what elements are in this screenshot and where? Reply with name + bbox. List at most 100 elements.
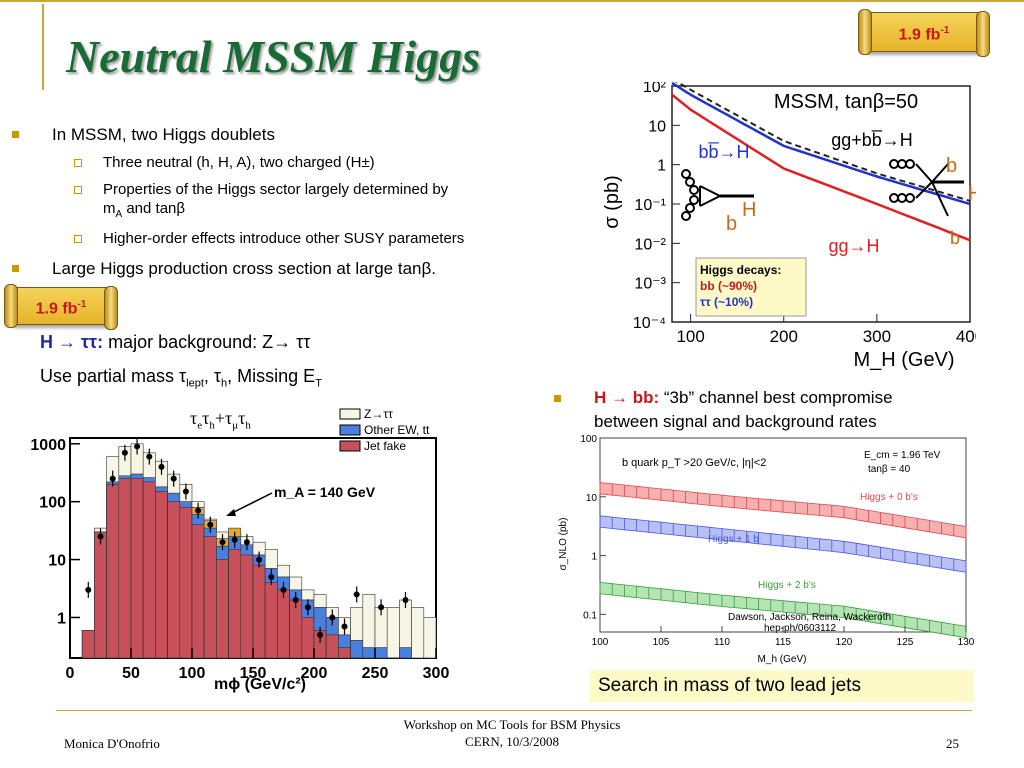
bar-jetfake <box>106 484 120 659</box>
x-tick-label: 0 <box>66 665 75 682</box>
label-bb-h: bb̅→H <box>698 142 749 162</box>
bullet-mssm-text: In MSSM, two Higgs doublets <box>52 125 275 144</box>
y-tick-label: 100 <box>580 434 597 445</box>
hbb-bold: H → bb: <box>594 388 660 407</box>
x-tick-label: 115 <box>775 637 791 648</box>
y-tick-label: 10⁻¹ <box>634 197 666 214</box>
y-tick-label: 1 <box>57 610 66 627</box>
nlo-y-label: σ_NLO (pb) <box>558 518 569 571</box>
tanb-label: tanβ = 40 <box>868 464 911 475</box>
title-rule <box>42 4 44 90</box>
sub-bullet-2: Properties of the Higgs sector largely d… <box>74 180 583 224</box>
y-tick-label: 10 <box>648 118 666 135</box>
x-tick-label: 200 <box>301 665 328 682</box>
data-point <box>158 463 165 470</box>
nlo-x-label: M_h (GeV) <box>758 654 807 665</box>
x-tick-label: 100 <box>676 327 704 346</box>
y-tick-label: 0.1 <box>583 610 597 621</box>
tautau-line-2: Use partial mass τlept, τh, Missing ET <box>40 366 322 390</box>
label-higgs-2b: Higgs + 2 b's <box>758 580 816 591</box>
x-tick-label: 400 <box>956 327 976 346</box>
label-gg-h: gg→H <box>828 236 879 256</box>
data-point <box>182 488 189 495</box>
bullet-hbb: H → bb: “3b” channel best compromise bet… <box>554 386 893 434</box>
data-point <box>292 597 299 604</box>
ecm-label: E_cm = 1.96 TeV <box>864 450 941 461</box>
tautau-line2-a: Use partial mass τ <box>40 366 187 386</box>
y-tick-label: 10⁻³ <box>634 276 666 293</box>
hist-x-label: mϕ (GeV/c²) <box>214 676 306 693</box>
decays-title: Higgs decays: <box>700 263 781 277</box>
data-point <box>219 539 226 546</box>
bar-jetfake <box>289 599 303 659</box>
data-point <box>329 614 336 621</box>
feynman-left-icon <box>681 169 754 221</box>
badge-left-text: 1.9 fb <box>35 300 78 318</box>
curve-0 <box>675 82 971 202</box>
annotation-arrowhead <box>226 509 236 516</box>
data-point <box>97 533 104 540</box>
chart-header: MSSM, tanβ=50 <box>774 91 918 113</box>
bar-otherew <box>350 640 364 659</box>
ht-b: τ <box>202 408 210 428</box>
decays-bb: bb (~90%) <box>700 279 757 293</box>
badge-left-sup: -1 <box>77 299 87 310</box>
bar-jetfake <box>252 564 266 659</box>
bar-jetfake <box>179 507 193 659</box>
sub-bullet-2-text: Properties of the Higgs sector largely d… <box>103 181 449 198</box>
data-point <box>256 556 263 563</box>
y-tick-label: 10⁻² <box>634 236 666 253</box>
x-axis-label: M_H (GeV) <box>853 349 954 371</box>
x-tick-label: 300 <box>863 327 891 346</box>
bar-otherew <box>374 647 388 659</box>
x-tick-label: 250 <box>362 665 389 682</box>
legend-swatch-jetfake <box>339 440 361 452</box>
sub-bullet-marker <box>74 159 82 167</box>
citation-authors: Dawson, Jackson, Reina, Wackeroth <box>728 612 891 623</box>
sub-bullet-2-line2-b: and tanβ <box>122 200 186 217</box>
x-tick-label: 200 <box>770 327 798 346</box>
data-point <box>195 507 202 514</box>
bullet-marker <box>554 395 561 402</box>
y-tick-label: 1 <box>591 552 597 563</box>
x-tick-label: 105 <box>653 637 670 648</box>
scroll-curl-right <box>104 286 118 330</box>
sub-bullet-3-text: Higher-order effects introduce other SUS… <box>103 230 465 247</box>
footer-event-line2: CERN, 10/3/2008 <box>465 734 559 749</box>
badge-top-text: 1.9 fb <box>898 26 941 44</box>
bar-ztautau <box>411 607 425 659</box>
bar-ztautau <box>423 617 437 659</box>
sub-bullet-marker <box>74 186 82 194</box>
scroll-curl-left <box>858 9 872 55</box>
data-point <box>146 453 153 460</box>
curve-1 <box>671 82 971 206</box>
mphi-histogram: 1000 100 10 1 0 50 100 150 200 250 300 Z→ττ Other… <box>30 407 450 693</box>
annotation-arrow <box>227 492 273 516</box>
bar-jetfake <box>264 582 278 659</box>
tautau-line2-sub1: lept <box>186 377 204 390</box>
citation-arxiv: hep-ph/0603112 <box>764 623 837 634</box>
x-tick-label: 300 <box>423 665 450 682</box>
data-point <box>134 443 141 450</box>
bar-ztautau <box>386 607 400 659</box>
x-tick-label: 150 <box>240 665 267 682</box>
nlo-cross-section-chart: 100 10 1 0.1 100 105 110 115 120 125 130 b quark … <box>558 434 975 665</box>
bar-jetfake <box>94 531 107 659</box>
data-point <box>353 591 360 598</box>
footer-author: Monica D'Onofrio <box>64 736 160 751</box>
tautau-line2-mid: , τ <box>203 366 222 386</box>
bar-jetfake <box>301 617 315 659</box>
y-tick-label: 10 <box>48 553 66 570</box>
hbb-line2: between signal and background rates <box>594 412 877 431</box>
label-higgs-1b: Higgs + 1 b <box>708 534 759 545</box>
label-b-right-bottom: b <box>950 228 960 248</box>
bar-otherew <box>399 647 412 659</box>
sub-bullet-marker <box>74 235 82 243</box>
luminosity-badge-left: 1.9 fb-1 <box>4 284 118 330</box>
y-tick-label: 100 <box>39 495 66 512</box>
x-tick-label: 50 <box>122 665 140 682</box>
ht-c-sub: μ <box>232 419 239 432</box>
ht-a: τ <box>190 408 198 428</box>
bar-jetfake <box>130 478 144 659</box>
footer-event: Workshop on MC Tools for BSM Physics CER… <box>362 716 662 750</box>
